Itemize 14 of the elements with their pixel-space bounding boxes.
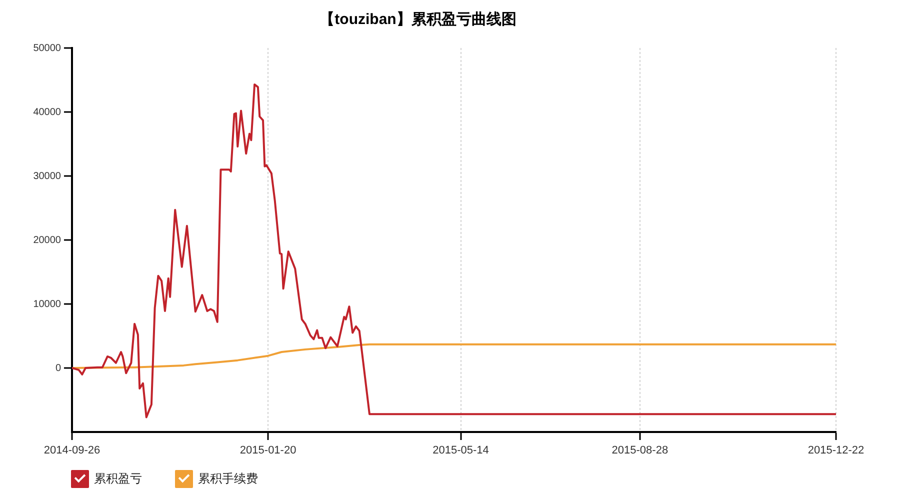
- x-tick-label: 2015-08-28: [612, 444, 668, 457]
- x-tick-label: 2015-01-20: [240, 444, 296, 457]
- x-tick-label: 2015-05-14: [432, 444, 489, 457]
- x-tick-label: 2015-12-22: [808, 444, 864, 457]
- y-tick-label: 10000: [33, 298, 62, 310]
- y-tick-label: 40000: [33, 106, 62, 118]
- chart-title: 【touziban】累积盈亏曲线图: [320, 11, 516, 28]
- y-tick-label: 30000: [33, 170, 62, 182]
- y-tick-label: 50000: [33, 42, 62, 54]
- y-tick-label: 0: [55, 362, 62, 374]
- y-tick-label: 20000: [33, 234, 62, 246]
- x-tick-label: 2014-09-26: [44, 444, 100, 457]
- legend-label: 累积手续费: [198, 471, 258, 486]
- legend-label: 累积盈亏: [94, 471, 142, 486]
